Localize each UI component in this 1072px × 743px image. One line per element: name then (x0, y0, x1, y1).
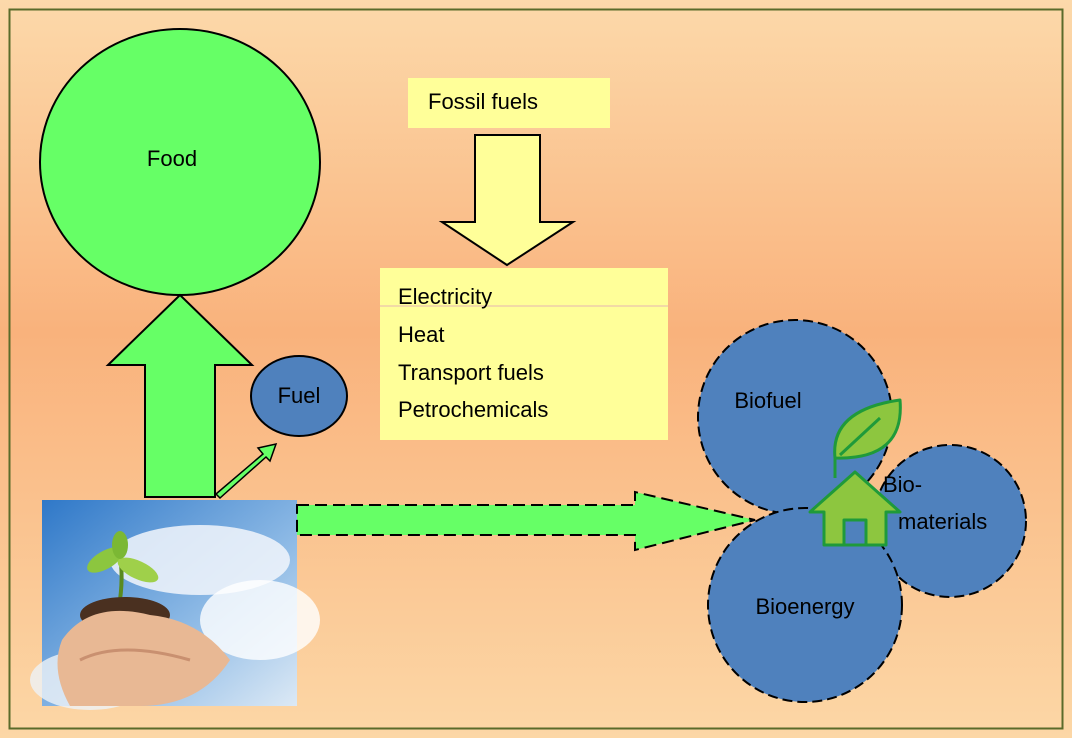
food-label: Food (147, 146, 197, 171)
bioenergy-label: Bioenergy (755, 594, 854, 619)
diagram: Food Fuel Fossil fuels Electricity Heat … (0, 0, 1072, 738)
biomaterials-label: Bio- (883, 472, 922, 497)
fuel-label: Fuel (278, 383, 321, 408)
product-item: Petrochemicals (398, 397, 548, 422)
product-item: Heat (398, 322, 444, 347)
biofuel-label: Biofuel (734, 388, 801, 413)
fossil-label: Fossil fuels (428, 89, 538, 114)
biomaterials-label: materials (898, 509, 987, 534)
plant-photo (30, 500, 320, 710)
product-item: Transport fuels (398, 360, 544, 385)
product-item: Electricity (398, 284, 492, 309)
